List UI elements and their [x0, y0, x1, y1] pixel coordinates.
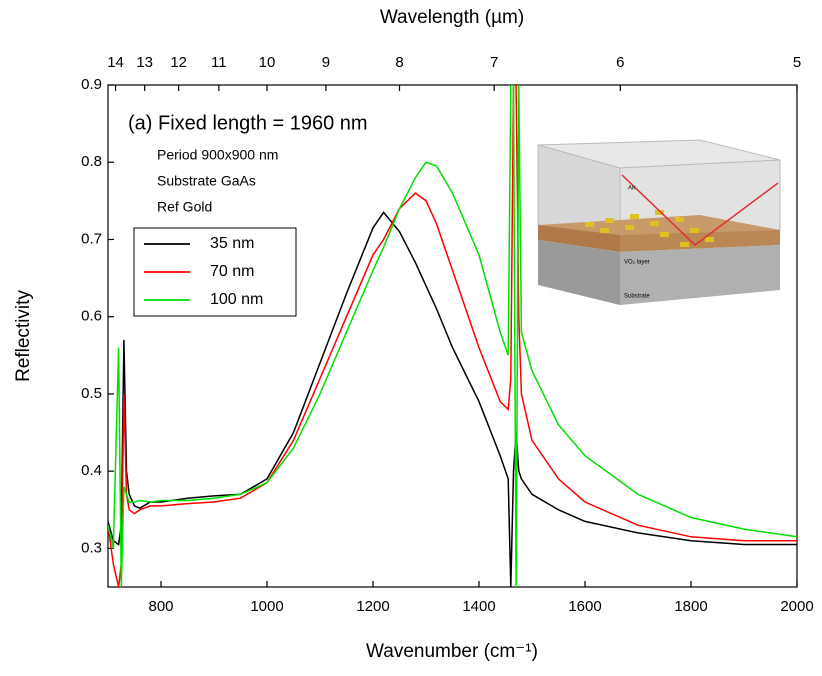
- x-tick-label: 1600: [568, 598, 601, 615]
- inset-illustration: Air VO₂ layer Substrate: [537, 139, 781, 305]
- y-axis-label: Reflectivity: [13, 290, 34, 382]
- x-tick-label: 800: [148, 598, 173, 615]
- legend-label: 100 nm: [210, 291, 263, 308]
- annotation: (a) Fixed length = 1960 nm: [128, 112, 368, 134]
- x2-tick-label: 12: [170, 54, 187, 71]
- inset-label: Air: [628, 186, 635, 192]
- series-line: [108, 85, 797, 587]
- y-tick-label: 0.6: [81, 308, 102, 325]
- series-line: [108, 85, 797, 587]
- x2-tick-label: 13: [136, 54, 153, 71]
- x-tick-label: 1800: [674, 598, 707, 615]
- y-tick-label: 0.9: [81, 76, 102, 93]
- inset-label: Substrate: [624, 294, 650, 300]
- annotation: Substrate GaAs: [157, 173, 256, 189]
- x2-tick-label: 5: [793, 54, 801, 71]
- legend-label: 35 nm: [210, 235, 254, 252]
- inset-label: VO₂ layer: [624, 260, 650, 266]
- x2-tick-label: 10: [259, 54, 276, 71]
- x-tick-label: 2000: [780, 598, 813, 615]
- y-tick-label: 0.7: [81, 230, 102, 247]
- x2-axis-label: Wavelength (µm): [380, 7, 524, 28]
- x2-tick-label: 8: [395, 54, 403, 71]
- x2-tick-label: 11: [211, 54, 227, 71]
- y-tick-label: 0.4: [81, 462, 102, 479]
- x-tick-label: 1400: [462, 598, 495, 615]
- series-line: [108, 211, 797, 587]
- x2-tick-label: 7: [490, 54, 498, 71]
- y-tick-label: 0.8: [81, 153, 102, 170]
- x2-tick-label: 6: [616, 54, 624, 71]
- plot-frame: [107, 84, 798, 588]
- plot-lines: [108, 85, 797, 587]
- x-tick-label: 1000: [250, 598, 283, 615]
- y-tick-label: 0.3: [81, 539, 102, 556]
- x2-tick-label: 14: [107, 54, 124, 71]
- annotation: Period 900x900 nm: [157, 147, 278, 163]
- x-tick-label: 1200: [356, 598, 389, 615]
- x2-tick-label: 9: [322, 54, 330, 71]
- annotation: Ref Gold: [157, 199, 212, 215]
- y-tick-label: 0.5: [81, 385, 102, 402]
- legend-label: 70 nm: [210, 263, 254, 280]
- x-axis-label: Wavenumber (cm⁻¹): [366, 641, 538, 662]
